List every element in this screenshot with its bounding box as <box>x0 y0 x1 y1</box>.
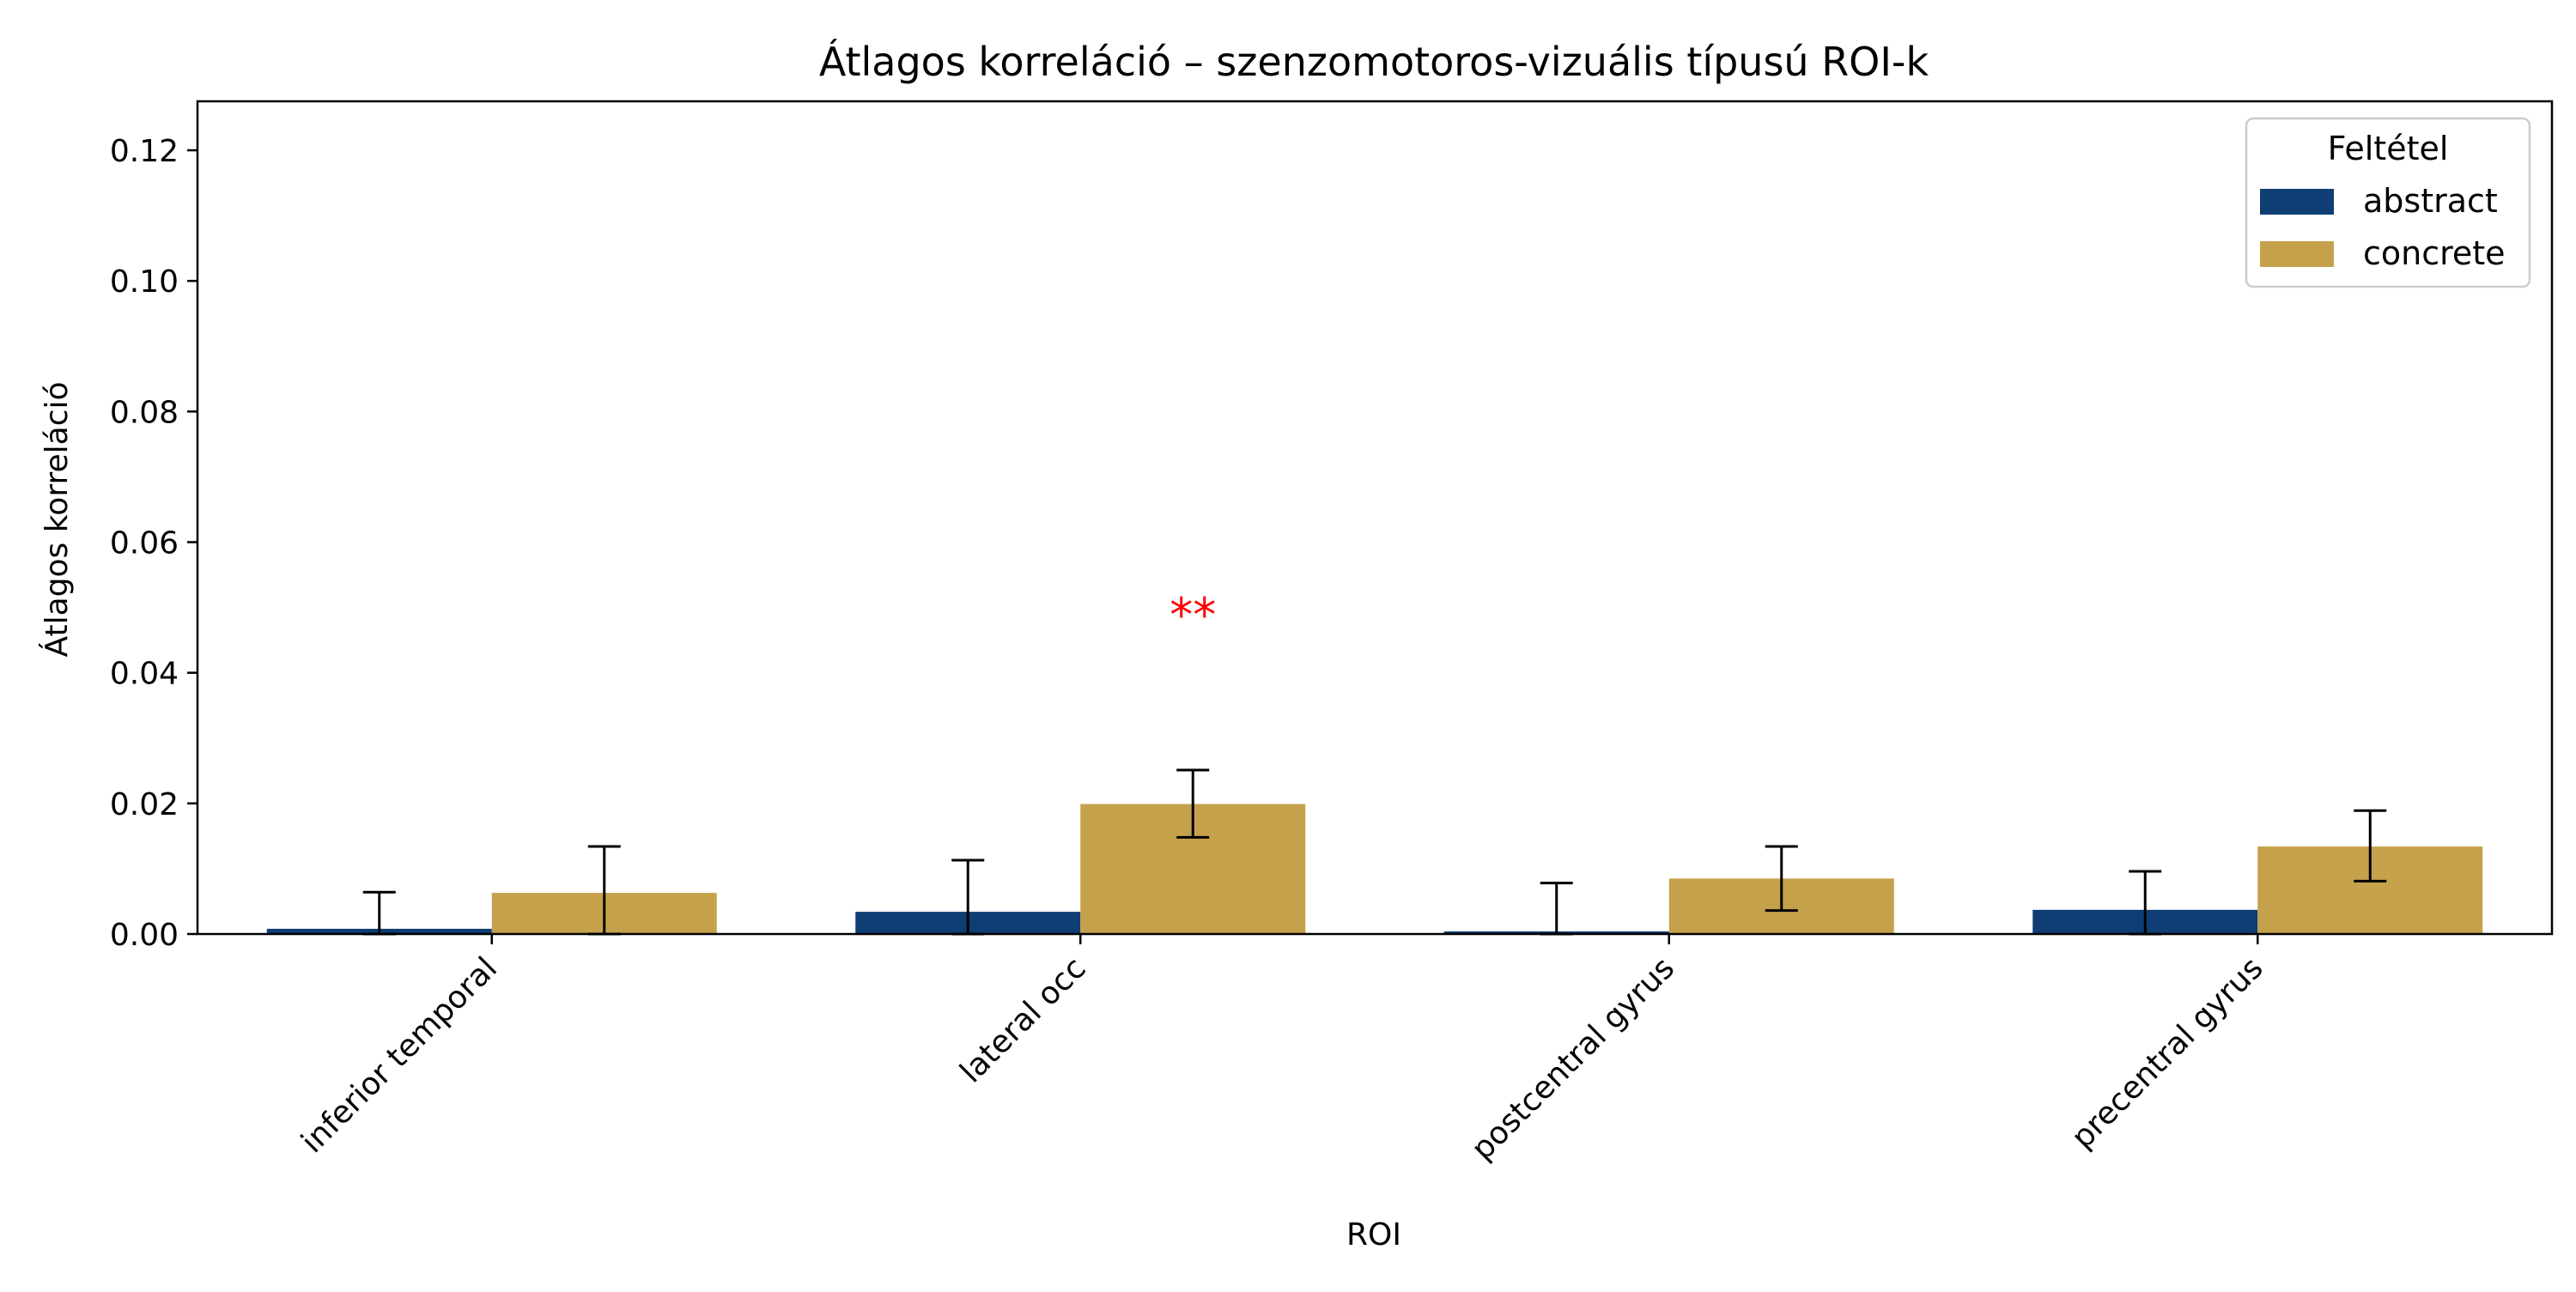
x-tick-label: lateral occ <box>954 950 1093 1089</box>
y-tick-label: 0.02 <box>110 787 179 822</box>
chart-title: Átlagos korreláció – szenzomotoros-vizuá… <box>819 39 1929 85</box>
error-bar-abstract-2 <box>1540 882 1573 936</box>
y-tick-label: 0.04 <box>110 657 179 692</box>
y-tick-label: 0.00 <box>110 918 179 953</box>
axes-frame <box>196 100 2554 936</box>
error-bar-concrete-3 <box>2354 809 2387 883</box>
y-tick-label: 0.08 <box>110 395 179 430</box>
y-tick-label: 0.06 <box>110 526 179 561</box>
x-axis-label: ROI <box>1346 1217 1401 1253</box>
plot-area: 0.00 0.02 0.04 0.06 0.08 0.10 0.12 inferior tem… <box>110 100 2554 1167</box>
legend-label-concrete: concrete <box>2363 234 2506 272</box>
y-tick-label: 0.12 <box>110 134 179 169</box>
y-axis-label: Átlagos korreláció <box>39 381 75 657</box>
error-bar-concrete-2 <box>1765 845 1798 913</box>
error-bar-abstract-0 <box>362 890 396 936</box>
legend-swatch-concrete <box>2260 241 2334 267</box>
significance-marker: ** <box>1170 588 1216 642</box>
legend-swatch-abstract <box>2260 189 2334 215</box>
y-tick-label: 0.10 <box>110 264 179 300</box>
legend-title: Feltétel <box>2328 130 2449 167</box>
legend-label-abstract: abstract <box>2363 182 2498 220</box>
x-tick-label: postcentral gyrus <box>1465 950 1681 1167</box>
error-bar-concrete-1 <box>1176 768 1210 839</box>
legend: Feltétel abstract concrete <box>2245 117 2531 288</box>
x-tick-label: inferior temporal <box>295 950 504 1160</box>
x-tick-label: precentral gyrus <box>2065 950 2270 1156</box>
